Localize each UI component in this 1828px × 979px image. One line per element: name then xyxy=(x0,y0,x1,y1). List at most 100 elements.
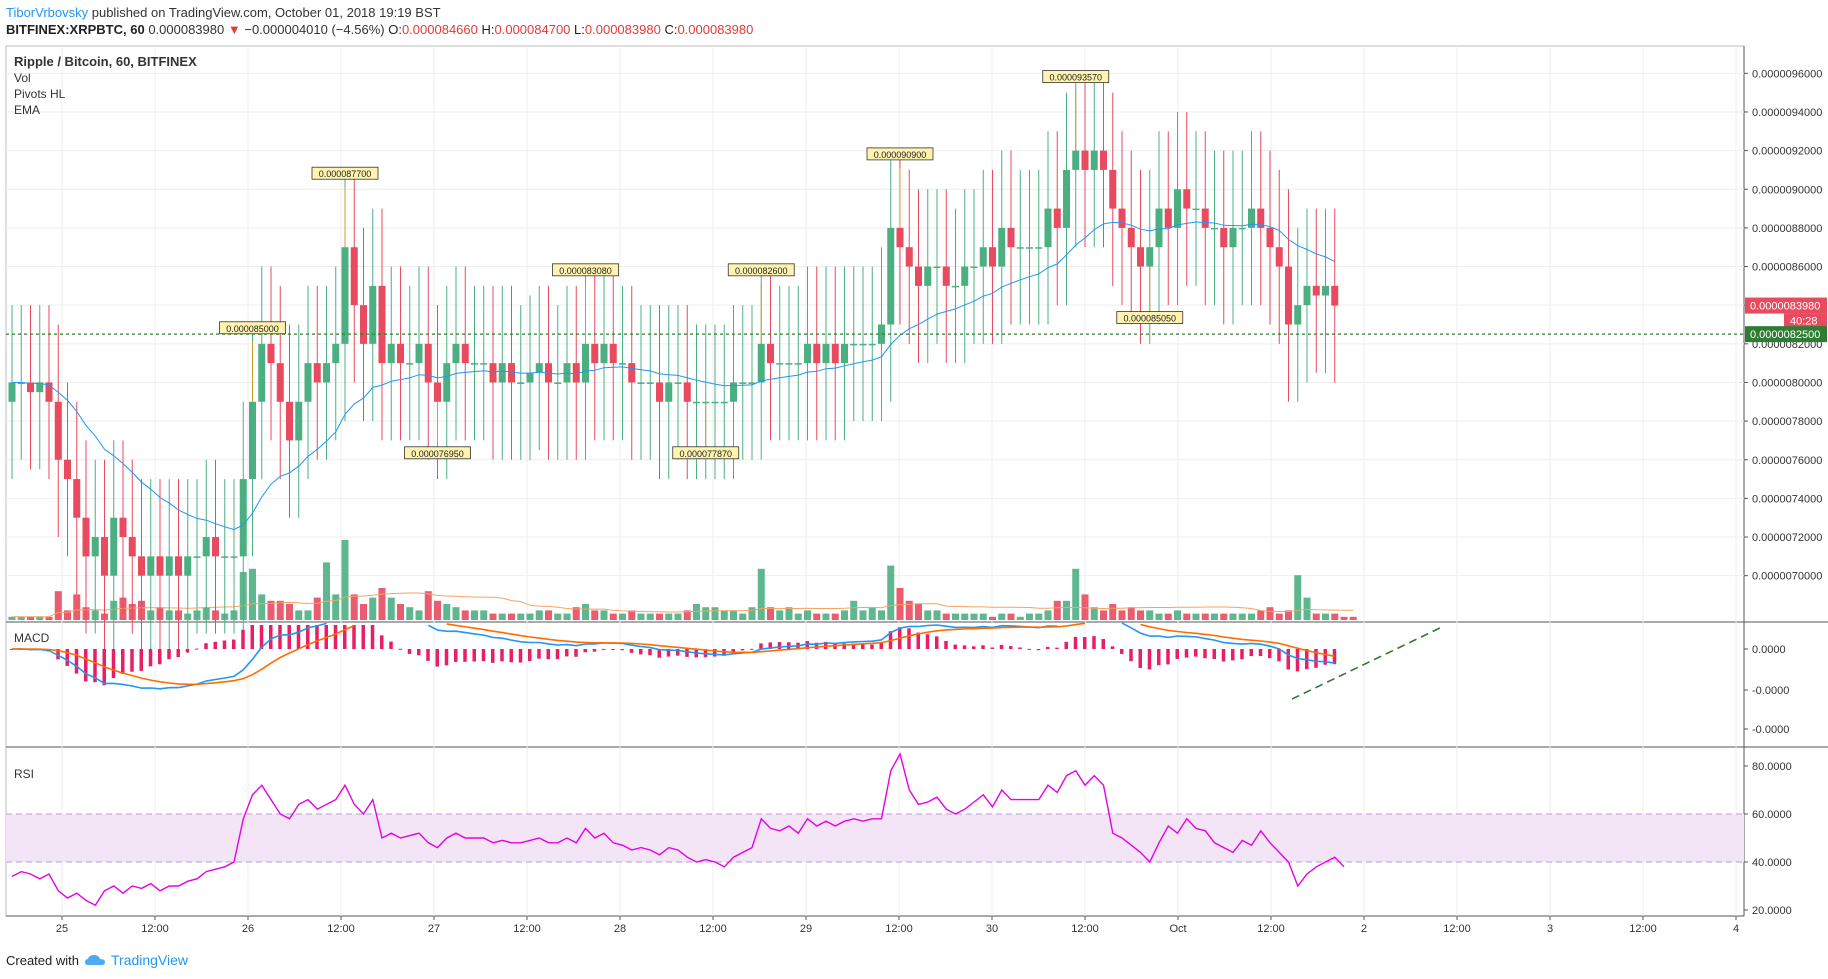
candle-body xyxy=(101,537,108,576)
candle-body xyxy=(221,556,229,558)
time-tick-label: 26 xyxy=(242,923,254,935)
candle-body xyxy=(360,305,367,344)
candle-body xyxy=(1026,247,1033,249)
volume-bar xyxy=(813,613,821,620)
ema-line xyxy=(12,221,1336,531)
candle-body xyxy=(905,247,913,267)
tradingview-brand[interactable]: TradingView xyxy=(84,952,188,968)
candle-body xyxy=(683,382,691,402)
volume-bar xyxy=(868,607,876,620)
countdown-tag xyxy=(1784,313,1827,328)
pivot-label: 0.000083080 xyxy=(559,266,612,276)
pivot-box xyxy=(1042,70,1110,84)
price-tick-label: 0.0000074000 xyxy=(1752,493,1822,505)
volume-bar xyxy=(1340,616,1348,620)
volume-bar xyxy=(286,604,293,620)
macd-histogram-bar xyxy=(1092,636,1096,649)
volume-bar xyxy=(1035,613,1043,620)
candle-body xyxy=(1238,227,1246,230)
macd-histogram-bar xyxy=(10,649,14,650)
close-label: C: xyxy=(664,22,678,37)
candle-body xyxy=(424,343,432,383)
volume-bar xyxy=(1312,613,1320,620)
grid xyxy=(5,45,1828,917)
macd-histogram-bar xyxy=(259,625,264,649)
macd-histogram-bar xyxy=(907,628,911,649)
volume-bar xyxy=(1192,613,1200,620)
volume-bar xyxy=(526,613,534,620)
chart-canvas[interactable]: 0.0000850000.0000877000.0000769500.00008… xyxy=(0,40,1828,950)
candle-body xyxy=(813,343,821,364)
macd-histogram-bar xyxy=(74,649,79,674)
candle-body xyxy=(175,556,182,576)
candle-body xyxy=(609,343,617,364)
pivot-label: 0.000085000 xyxy=(226,324,279,334)
time-tick-label: 12:00 xyxy=(327,923,355,935)
candle-body xyxy=(406,363,414,365)
candle-body xyxy=(249,401,256,480)
macd-histogram-bar xyxy=(1138,649,1142,668)
price-tick-label: 0.0000086000 xyxy=(1752,262,1822,274)
candle-body xyxy=(17,382,25,384)
pivot-label: 0.000077870 xyxy=(679,449,732,459)
time-tick-label: 4 xyxy=(1733,923,1739,935)
candle-body xyxy=(1155,208,1163,248)
macd-pane xyxy=(10,622,1443,700)
pivot-box xyxy=(672,446,740,460)
volume-bar xyxy=(64,610,71,620)
volume-bar xyxy=(8,616,16,620)
macd-histogram-bar xyxy=(657,649,661,658)
macd-line xyxy=(1121,622,1335,664)
price-tick-label: 0.0000088000 xyxy=(1752,223,1822,235)
candle-body xyxy=(110,517,118,576)
candle-body xyxy=(646,382,654,384)
macd-histogram-bar xyxy=(685,649,689,657)
candle-body xyxy=(619,363,626,365)
candle-body xyxy=(730,382,737,402)
macd-histogram-bar xyxy=(343,625,347,649)
time-tick-label: 25 xyxy=(56,923,68,935)
time-tick-label: 12:00 xyxy=(1443,923,1471,935)
macd-histogram-bar xyxy=(1249,649,1253,657)
volume-bar xyxy=(360,604,367,620)
macd-histogram-bar xyxy=(944,640,948,649)
volume-bar xyxy=(711,607,719,620)
candle-body xyxy=(128,537,136,557)
candle-body xyxy=(1044,208,1052,248)
volume-bar xyxy=(267,600,275,620)
macd-histogram-bar xyxy=(426,649,430,661)
candle-body xyxy=(323,363,330,383)
candle-body xyxy=(896,227,904,248)
volume-bar xyxy=(332,594,340,620)
candle-body xyxy=(674,382,682,384)
candle-body xyxy=(295,401,303,441)
volume-bar xyxy=(720,610,728,620)
volume-bar xyxy=(1044,610,1052,620)
volume-bar xyxy=(341,540,349,620)
volume-bar xyxy=(628,610,636,620)
open-label: O: xyxy=(388,22,402,37)
candle-body xyxy=(693,401,700,404)
author-link[interactable]: TiborVrbovsky xyxy=(6,5,89,20)
volume-bar xyxy=(17,616,25,620)
volume-bar xyxy=(952,613,959,620)
candle-body xyxy=(239,479,247,557)
volume-bar xyxy=(1183,613,1191,620)
volume-bar xyxy=(979,613,987,620)
macd-histogram-bar xyxy=(1221,649,1226,662)
macd-histogram-bar xyxy=(1240,649,1244,660)
macd-histogram-bar xyxy=(676,649,680,656)
macd-histogram-bar xyxy=(333,625,338,649)
candle-body xyxy=(119,517,127,538)
candle-body xyxy=(1090,150,1098,170)
candle-body xyxy=(480,363,488,365)
candle-body xyxy=(498,363,506,383)
time-tick-label: 29 xyxy=(800,923,812,935)
macd-histogram-bar xyxy=(269,625,273,649)
volume-bar xyxy=(933,610,941,620)
macd-histogram-bar xyxy=(999,644,1004,649)
candle-body xyxy=(193,556,201,558)
volume-bar xyxy=(748,607,756,620)
macd-histogram-bar xyxy=(185,649,190,653)
rsi-tick-label: 60.0000 xyxy=(1752,809,1792,821)
